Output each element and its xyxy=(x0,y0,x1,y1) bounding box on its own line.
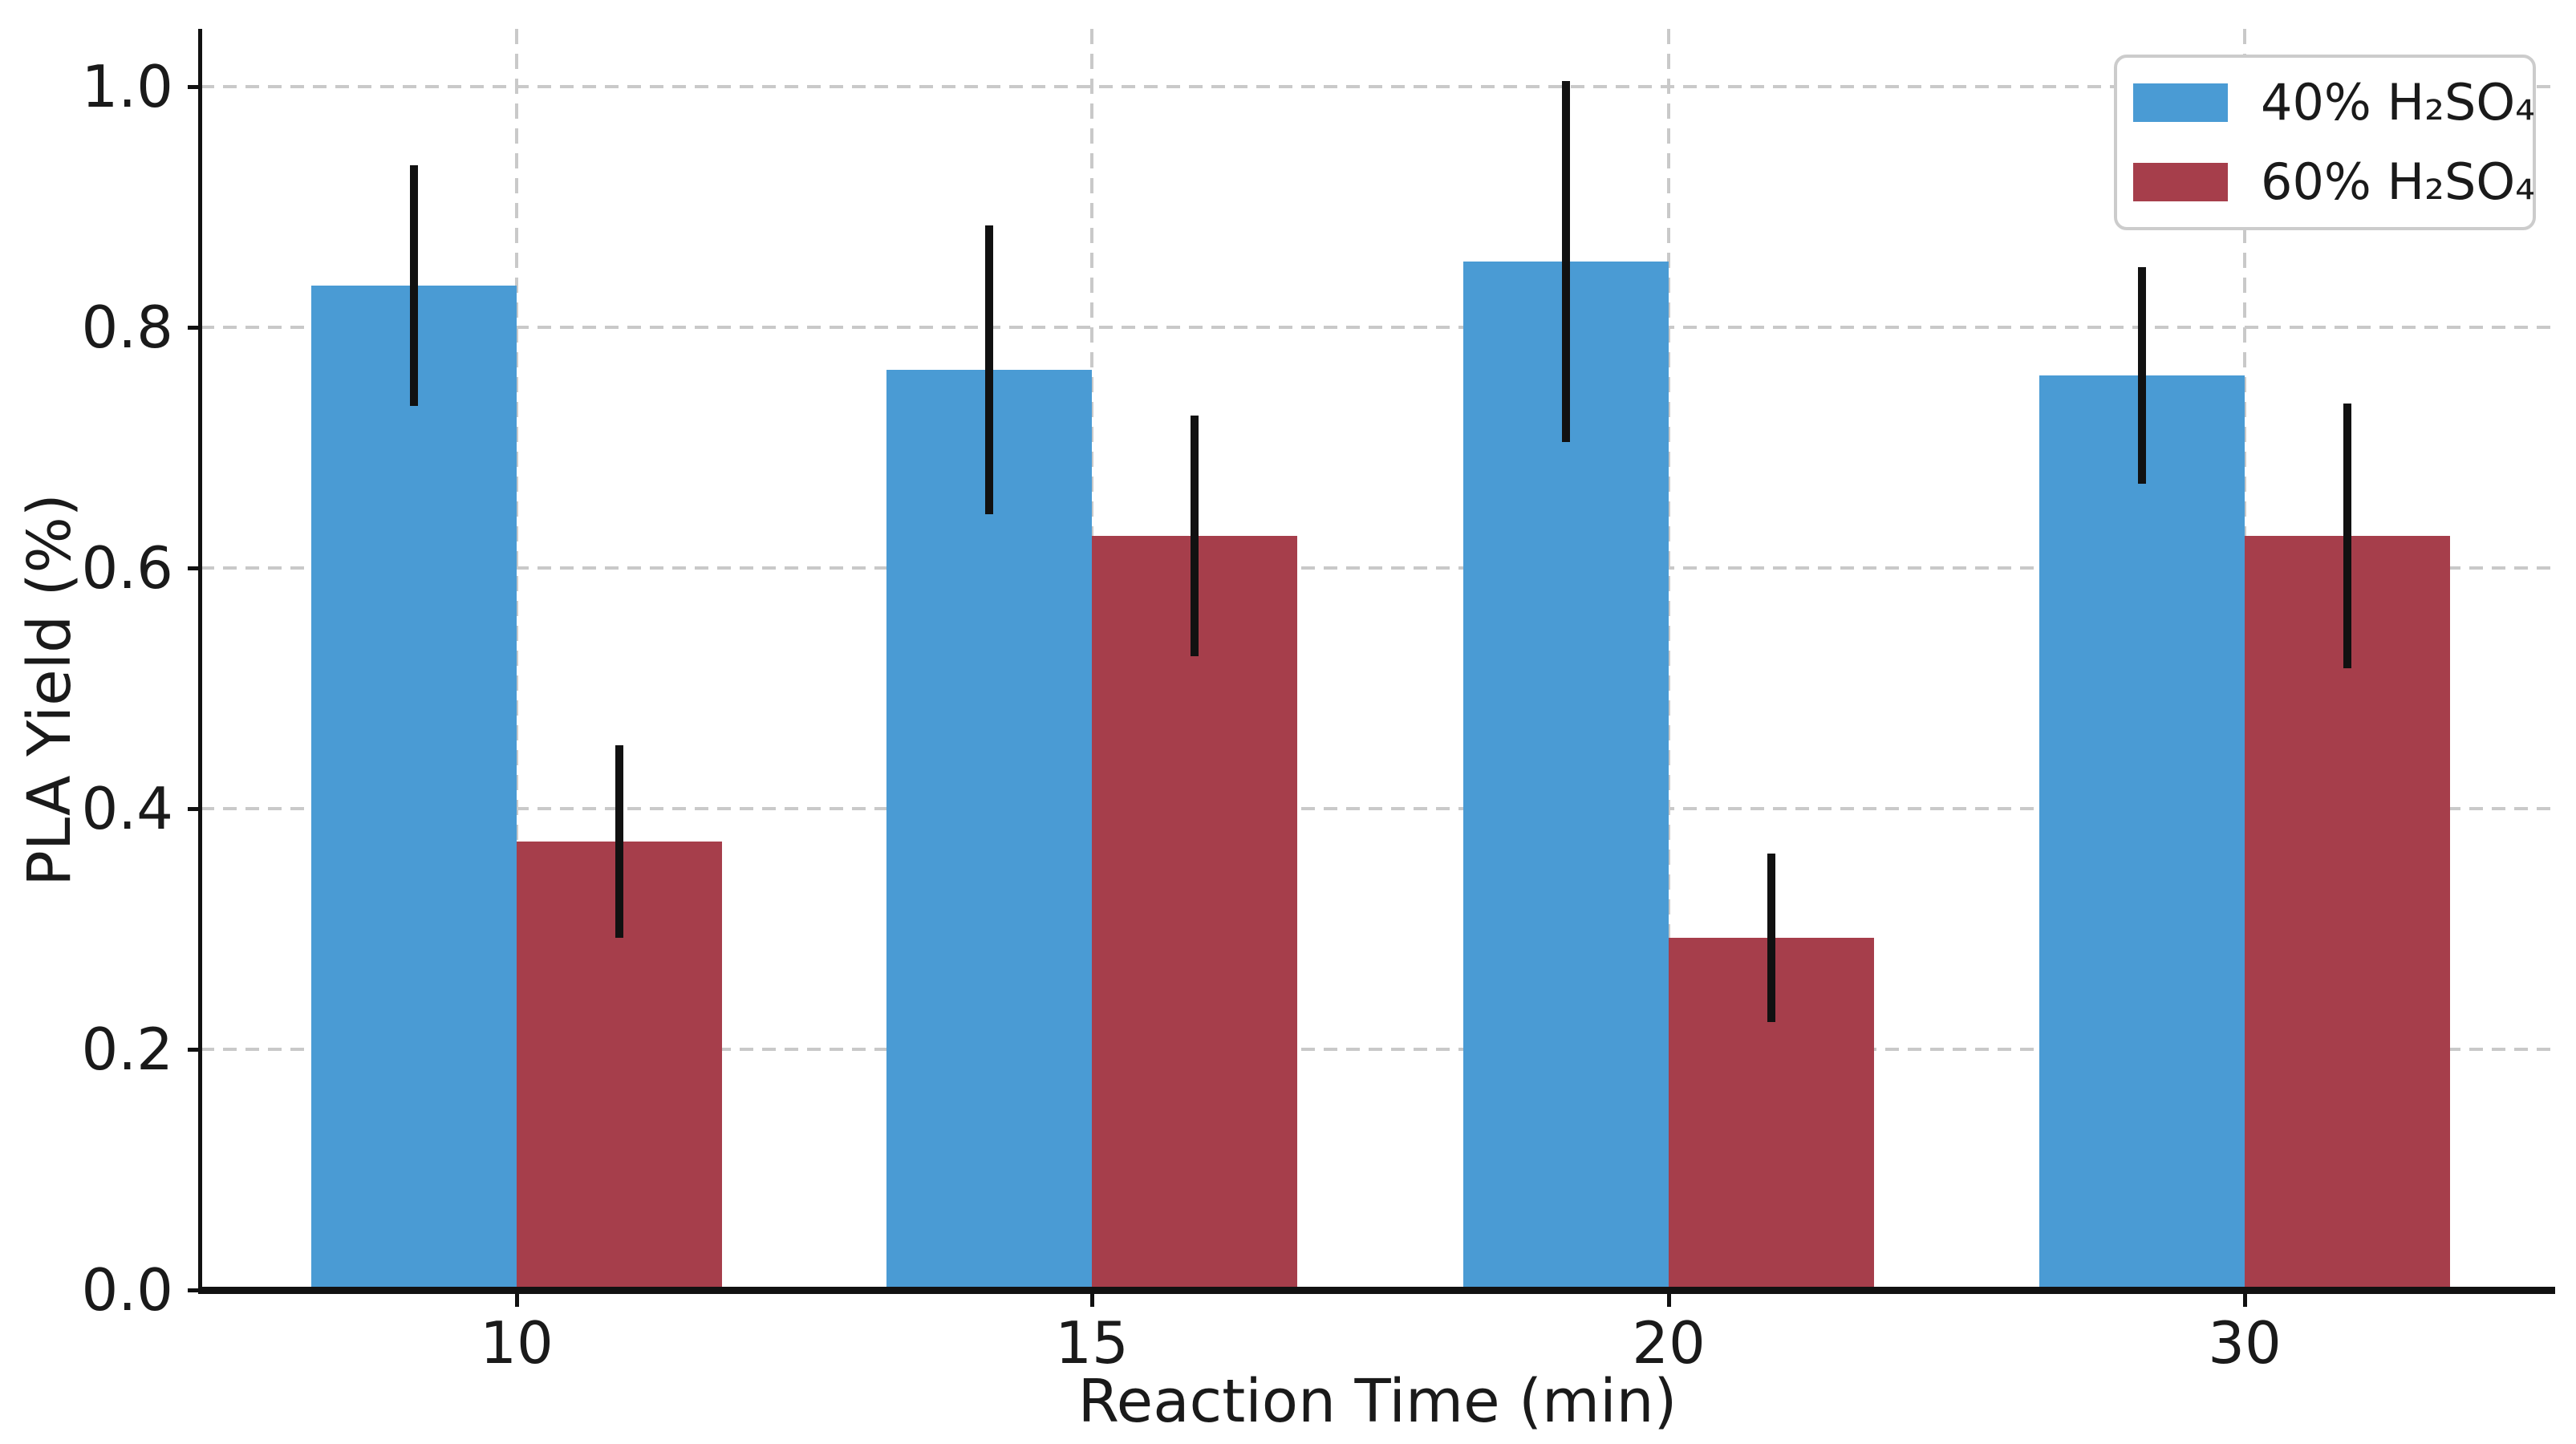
h-gridline-1.0 xyxy=(201,85,2555,88)
legend-swatch-40pct xyxy=(2133,83,2228,122)
error-bar-60%-30min xyxy=(2343,404,2351,668)
legend-swatch-60pct xyxy=(2133,163,2228,201)
y-tick-label-0.4: 0.4 xyxy=(81,775,173,842)
plot-area xyxy=(201,29,2555,1291)
error-bar-60%-15min xyxy=(1191,416,1199,656)
x-tick-label-15: 15 xyxy=(1055,1309,1129,1377)
bar-40%-30min xyxy=(2039,375,2245,1290)
bar-60%-15min xyxy=(1092,536,1297,1291)
legend-item-40pct: 40% H₂SO₄ xyxy=(2133,78,2535,128)
bar-40%-10min xyxy=(311,286,517,1291)
y-tick-label-1.0: 1.0 xyxy=(81,53,173,120)
y-tick-label-0.0: 0.0 xyxy=(81,1256,173,1324)
y-tick-0.8 xyxy=(188,326,201,330)
h-gridline-0.6 xyxy=(201,566,2555,570)
x-tick-15 xyxy=(1090,1294,1094,1307)
legend-label-60pct: 60% H₂SO₄ xyxy=(2261,152,2535,211)
y-tick-0.0 xyxy=(188,1288,201,1292)
y-tick-label-0.2: 0.2 xyxy=(81,1016,173,1083)
error-bar-60%-20min xyxy=(1767,854,1775,1022)
x-tick-label-30: 30 xyxy=(2208,1309,2282,1377)
x-axis-title: Reaction Time (min) xyxy=(1077,1367,1677,1436)
legend-label-40pct: 40% H₂SO₄ xyxy=(2261,73,2535,132)
y-tick-0.2 xyxy=(188,1048,201,1052)
h-gridline-0.2 xyxy=(201,1048,2555,1051)
error-bar-60%-10min xyxy=(615,745,623,938)
bar-40%-15min xyxy=(886,370,1092,1291)
y-tick-0.6 xyxy=(188,566,201,570)
h-gridline-0.4 xyxy=(201,807,2555,810)
legend: 40% H₂SO₄ 60% H₂SO₄ xyxy=(2114,55,2536,230)
error-bar-40%-20min xyxy=(1562,81,1570,442)
x-tick-label-10: 10 xyxy=(480,1309,554,1377)
error-bar-40%-30min xyxy=(2138,267,2146,484)
y-tick-1.0 xyxy=(188,85,201,89)
error-bar-40%-10min xyxy=(410,165,418,406)
x-axis-line xyxy=(198,1287,2555,1294)
x-tick-label-20: 20 xyxy=(1632,1309,1706,1377)
legend-item-60pct: 60% H₂SO₄ xyxy=(2133,157,2535,207)
x-tick-20 xyxy=(1667,1294,1671,1307)
y-tick-label-0.8: 0.8 xyxy=(81,294,173,361)
h-gridline-0.8 xyxy=(201,326,2555,329)
y-axis-line xyxy=(198,29,202,1294)
error-bar-40%-15min xyxy=(985,225,993,514)
v-gridline-20 xyxy=(1667,29,1670,1290)
y-tick-0.4 xyxy=(188,807,201,811)
x-tick-10 xyxy=(515,1294,519,1307)
x-tick-30 xyxy=(2243,1294,2247,1307)
v-gridline-10 xyxy=(515,29,518,1290)
y-tick-label-0.6: 0.6 xyxy=(81,534,173,602)
